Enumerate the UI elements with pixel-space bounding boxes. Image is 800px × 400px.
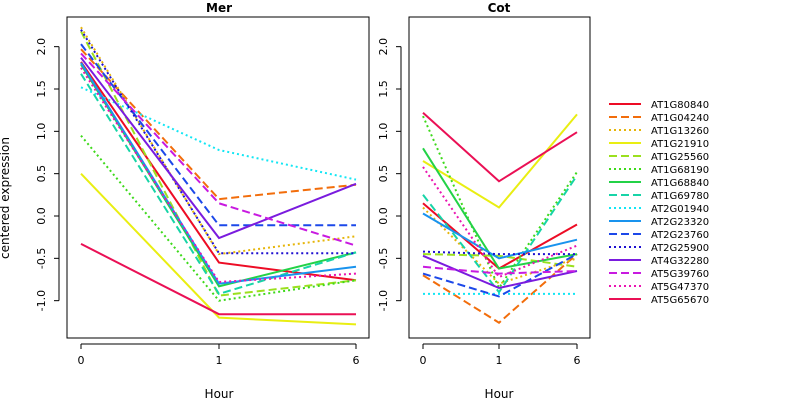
series-line-at5g65670 bbox=[80, 243, 356, 316]
plot-frame bbox=[408, 16, 591, 339]
series-line-at1g25560 bbox=[80, 30, 357, 297]
legend-label: AT1G68190 bbox=[651, 165, 709, 176]
series-line-at2g23320 bbox=[422, 212, 578, 260]
series-line-at2g01940 bbox=[80, 86, 357, 181]
y-tick-label: -0.5 bbox=[377, 248, 390, 269]
series-line-at5g39760 bbox=[422, 265, 578, 275]
y-tick-label: 0.0 bbox=[35, 207, 48, 225]
series-line-at5g47370 bbox=[80, 67, 357, 284]
x-axis-label: Hour bbox=[485, 387, 514, 400]
y-tick-label: 0.0 bbox=[377, 207, 390, 225]
y-tick-label: 2.0 bbox=[377, 38, 390, 56]
series-line-at2g23320 bbox=[80, 62, 357, 285]
series-line-at1g21910 bbox=[80, 173, 357, 326]
panel-title: Cot bbox=[488, 1, 511, 15]
y-tick-label: -0.5 bbox=[35, 248, 48, 269]
x-axis: 0 1 6 bbox=[420, 343, 581, 367]
y-tick-label: -1.0 bbox=[377, 290, 390, 311]
y-axis: -1.0 -0.5 0.0 0.5 1.0 1.5 2.0 bbox=[35, 38, 60, 311]
legend-label: AT5G65670 bbox=[651, 295, 709, 306]
series-line-at2g23760 bbox=[422, 253, 578, 298]
panel-cot: Cot -1.0 -0.5 0.0 0.5 1.0 1.5 2.0 0 1 6 Hour bbox=[377, 1, 591, 400]
y-axis: -1.0 -0.5 0.0 0.5 1.0 1.5 2.0 bbox=[377, 38, 402, 311]
series-line-at5g39760 bbox=[80, 52, 357, 247]
y-tick-label: 0.5 bbox=[35, 165, 48, 183]
x-tick-label: 0 bbox=[78, 354, 85, 367]
y-tick-label: -1.0 bbox=[35, 290, 48, 311]
legend-label: AT2G23320 bbox=[651, 217, 709, 228]
legend-label: AT1G25560 bbox=[651, 152, 709, 163]
legend-label: AT1G68840 bbox=[651, 178, 709, 189]
series-line-at1g80840 bbox=[80, 61, 357, 282]
legend-label: AT5G47370 bbox=[651, 282, 709, 293]
series-line-at1g25560 bbox=[422, 253, 578, 268]
series-line-at2g25900 bbox=[80, 29, 356, 255]
legend-label: AT1G13260 bbox=[651, 126, 709, 137]
panel-title: Mer bbox=[206, 1, 232, 15]
series-line-at1g68190 bbox=[80, 134, 357, 302]
y-tick-label: 1.5 bbox=[377, 80, 390, 98]
legend-label: AT2G01940 bbox=[651, 204, 709, 215]
x-tick-label: 1 bbox=[496, 354, 503, 367]
y-tick-label: 1.0 bbox=[35, 123, 48, 141]
legend-label: AT1G04240 bbox=[651, 113, 709, 124]
panel-mer: Mer -1.0 -0.5 0.0 0.5 1.0 1.5 2.0 0 1 6 Hour bbox=[35, 1, 370, 400]
series-line-at1g13260 bbox=[422, 206, 578, 285]
y-tick-label: 1.5 bbox=[35, 80, 48, 98]
y-tick-label: 0.5 bbox=[377, 165, 390, 183]
legend-label: AT1G21910 bbox=[651, 139, 709, 150]
legend-label: AT2G23760 bbox=[651, 230, 709, 241]
x-tick-label: 6 bbox=[353, 354, 360, 367]
legend-label: AT1G80840 bbox=[651, 100, 709, 111]
series-line-at4g32280 bbox=[422, 254, 578, 290]
series-line-at2g23760 bbox=[80, 43, 356, 227]
series-line-at1g04240 bbox=[80, 48, 357, 201]
y-axis-label: centered expression bbox=[0, 137, 12, 259]
legend-label: AT2G25900 bbox=[651, 243, 709, 254]
x-tick-label: 1 bbox=[216, 354, 223, 367]
x-axis-label: Hour bbox=[205, 387, 234, 400]
legend-label: AT5G39760 bbox=[651, 269, 709, 280]
series-line-at1g69780 bbox=[422, 174, 578, 294]
series-lines bbox=[422, 111, 578, 324]
series-line-at1g21910 bbox=[422, 113, 578, 209]
series-lines bbox=[80, 26, 357, 326]
x-axis: 0 1 6 bbox=[78, 343, 360, 367]
y-tick-label: 1.0 bbox=[377, 123, 390, 141]
x-tick-label: 6 bbox=[574, 354, 581, 367]
y-tick-label: 2.0 bbox=[35, 38, 48, 56]
series-line-at1g68190 bbox=[422, 115, 578, 291]
series-line-at5g65670 bbox=[422, 111, 578, 183]
x-tick-label: 0 bbox=[420, 354, 427, 367]
legend-label: AT4G32280 bbox=[651, 256, 709, 267]
legend-label: AT1G69780 bbox=[651, 191, 709, 202]
series-line-at2g25900 bbox=[422, 250, 577, 256]
legend: AT1G80840 AT1G04240 AT1G13260 AT1G21910 AT1G… bbox=[609, 100, 709, 306]
series-line-at1g69780 bbox=[80, 73, 357, 296]
series-line-at4g32280 bbox=[80, 57, 357, 240]
series-line-at1g13260 bbox=[80, 26, 357, 256]
plot-frame bbox=[66, 16, 370, 339]
series-line-at1g68840 bbox=[422, 147, 578, 270]
series-line-at1g68840 bbox=[80, 63, 357, 288]
